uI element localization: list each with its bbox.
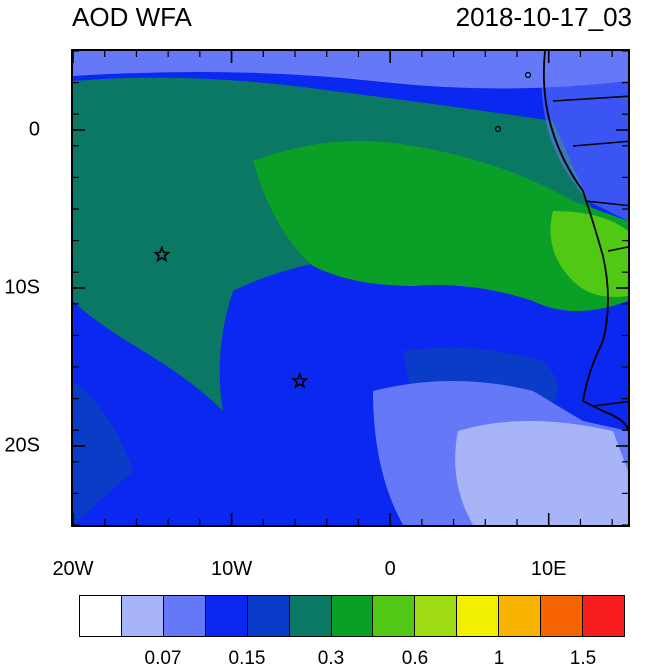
station-st-helena-star-icon [290,371,309,389]
colorbar-box [247,596,290,636]
lat-tick-label: 10S [4,276,40,299]
colorbar-label: 0.15 [228,648,266,669]
colorbar-box [583,596,624,636]
colorbar-box [373,596,416,636]
lat-tick-label: 20S [4,434,40,457]
aod-map [71,49,630,527]
colorbar-label: 0.6 [401,648,429,669]
colorbar-box [541,596,584,636]
colorbar-box [80,596,122,636]
colorbar-box [331,596,374,636]
lon-tick-label: 0 [384,558,396,580]
colorbar-label: 1 [493,648,505,669]
lat-tick-label: 0 [28,118,40,141]
lon-tick-label: 10W [211,558,253,580]
colorbar-label: 1.5 [569,648,597,669]
colorbar-box [415,596,458,636]
station-ascension-star-icon [152,245,171,263]
colorbar-box [121,596,164,636]
colorbar-box [289,596,332,636]
map-title: AOD WFA [72,2,192,32]
colorbar-box [205,596,248,636]
colorbar-label: 0.3 [317,648,345,669]
lon-tick-label: 10E [530,558,567,580]
map-timestamp: 2018-10-17_03 [455,2,632,32]
colorbar-label: 0.07 [144,648,182,669]
lon-tick-label: 20W [52,558,94,580]
colorbar-box [457,596,500,636]
colorbar-box [163,596,206,636]
colorbar-box [499,596,542,636]
aod-colorbar [79,595,625,637]
